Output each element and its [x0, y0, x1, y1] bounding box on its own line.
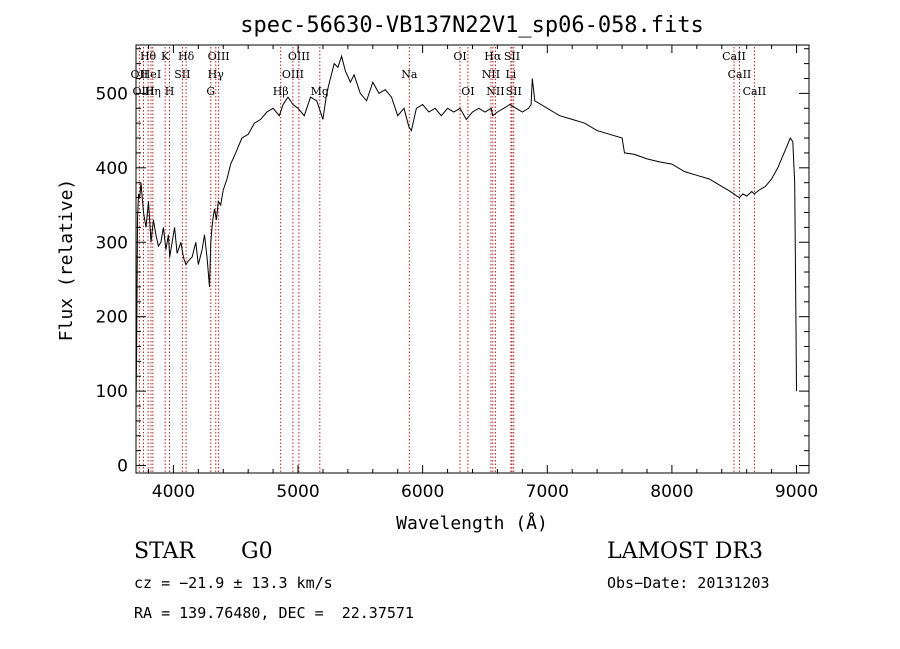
y-tick-label: 0: [117, 457, 128, 477]
y-axis-label: Flux (relative): [56, 179, 77, 342]
x-tick-label: 5000: [276, 482, 319, 502]
object-subclass: G0: [241, 539, 273, 564]
line-label: Mg: [311, 85, 329, 98]
line-label: NII: [486, 85, 504, 98]
line-label: OIII: [208, 50, 230, 63]
line-label: CaII: [743, 85, 767, 98]
line-label: G: [206, 85, 215, 98]
survey-name: LAMOST DR3: [607, 539, 763, 564]
x-tick-label: 9000: [775, 482, 818, 502]
line-label: OI: [453, 50, 466, 63]
y-tick-label: 400: [96, 159, 128, 179]
coordinates: RA = 139.76480, DEC = 22.37571: [134, 604, 414, 622]
line-label: Na: [401, 68, 418, 81]
redshift-value: cz = −21.9 ± 13.3 km/s: [134, 574, 333, 592]
line-label: HeI: [141, 68, 161, 81]
line-label: K: [161, 50, 170, 63]
line-label: NII: [482, 68, 500, 81]
object-class: STAR: [134, 539, 195, 564]
line-label: Hδ: [178, 50, 195, 63]
y-tick-label: 200: [96, 308, 128, 328]
obs-date: Obs−Date: 20131203: [607, 574, 770, 592]
line-markers: [138, 47, 755, 473]
y-tick-label: 500: [96, 84, 128, 104]
y-tick-label: 300: [96, 233, 128, 253]
x-axis-label: Wavelength (Å): [396, 512, 548, 534]
line-label: CaII: [728, 68, 752, 81]
x-axis: 4000 5000 6000 7000 8000 9000: [147, 45, 818, 502]
line-label: Li: [505, 68, 516, 81]
spectrum-line: [135, 54, 797, 407]
line-label: Hα: [484, 50, 502, 63]
line-label: Hγ: [208, 68, 225, 81]
plot-frame: [135, 44, 810, 474]
line-label: OIII: [282, 68, 304, 81]
x-tick-label: 6000: [401, 482, 444, 502]
y-tick-label: 100: [96, 382, 128, 402]
line-label: Hθ: [140, 50, 157, 63]
line-label: OIII: [132, 85, 154, 98]
line-label: CaII: [722, 50, 746, 63]
line-label: Hη: [145, 85, 161, 98]
y-axis: 0 100 200 300 400 500: [96, 48, 809, 477]
x-tick-label: 4000: [152, 482, 195, 502]
x-tick-label: 8000: [650, 482, 693, 502]
chart-title: spec-56630-VB137N22V1_sp06-058.fits: [240, 13, 704, 38]
line-label: OI: [461, 85, 474, 98]
line-label: OIII: [288, 50, 310, 63]
line-label: SII: [506, 85, 522, 98]
line-label: OII: [131, 68, 149, 81]
line-label: SII: [174, 68, 190, 81]
x-tick-label: 7000: [526, 482, 569, 502]
line-label: Hβ: [273, 85, 289, 98]
line-label: H: [165, 85, 175, 98]
line-label: SII: [504, 50, 520, 63]
